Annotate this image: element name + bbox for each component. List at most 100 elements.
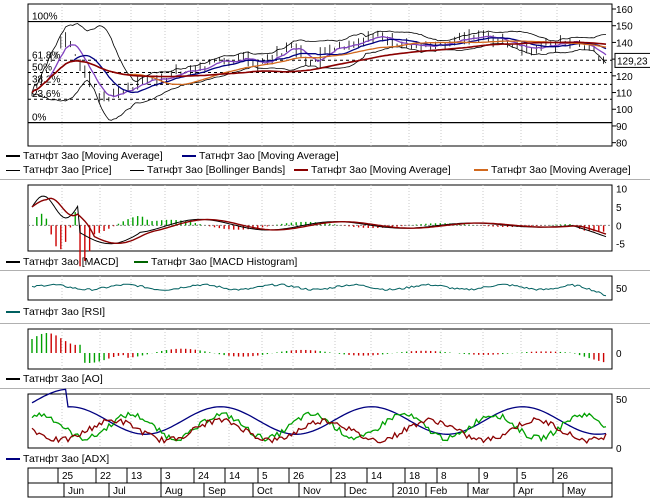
rsi-panel[interactable]: 50 Татнфт 3ао [RSI]: [0, 272, 650, 322]
legend-swatch: [294, 169, 308, 172]
macd-panel[interactable]: 10 5 0 -5 Татнфт 3ао [MACD] Татнфт 3ао [MAC…: [0, 181, 650, 269]
y-tick-label: -5: [616, 240, 625, 251]
day-label: 3: [165, 471, 171, 482]
month-label: Aug: [165, 486, 183, 497]
y-tick-label: 0: [616, 444, 622, 455]
adx-panel[interactable]: 50 0 Татнфт 3ао [ADX]: [0, 388, 650, 466]
day-label: 13: [131, 471, 143, 482]
minus-di-line: [31, 417, 607, 444]
plot-frame: [27, 184, 613, 252]
macd-line: [31, 195, 607, 245]
month-label: 2010: [397, 486, 420, 497]
separator: [0, 179, 650, 180]
legend-label: Татнфт 3ао [Price]: [23, 164, 112, 176]
month-label: Sep: [208, 486, 226, 497]
price-legend: Татнфт 3ао [Moving Average] Татнфт 3ао […: [6, 150, 646, 178]
legend-ma4: Татнфт 3ао [Moving Average]: [474, 164, 631, 176]
time-axis-svg: 25 22 13 3 24 14 5 26 23 14 18 8 9 5 26 Jun Jul Aug Sep Oct…: [27, 467, 613, 498]
y-tick-label: 80: [616, 139, 628, 150]
plot-frame: [27, 328, 613, 370]
legend-label: Татнфт 3ао [MACD]: [23, 256, 119, 268]
y-tick-label: 150: [616, 22, 633, 33]
legend-macd-hist: Татнфт 3ао [MACD Histogram]: [134, 256, 297, 268]
month-label: Mar: [472, 486, 490, 497]
legend-label: Татнфт 3ао [MACD Histogram]: [151, 256, 298, 268]
fib-level-label: 38.2%: [32, 74, 60, 85]
ma-orange: [31, 40, 607, 94]
day-label: 23: [335, 471, 347, 482]
day-label: 22: [100, 471, 112, 482]
price-chart[interactable]: 1601501401301201101009080100%61.8%50%38.…: [0, 0, 650, 178]
legend-label: Татнфт 3ао [Moving Average]: [491, 164, 631, 176]
legend-ma3: Татнфт 3ао [Moving Average]: [294, 164, 451, 176]
separator: [0, 270, 650, 271]
legend-label: Татнфт 3ао [ADX]: [23, 453, 110, 465]
legend-label: Татнфт 3ао [Moving Average]: [311, 164, 451, 176]
price-panel[interactable]: 1601501401301201101009080100%61.8%50%38.…: [0, 0, 650, 178]
ma-dark-blue: [31, 37, 607, 94]
day-label: 8: [441, 471, 447, 482]
legend-bollinger: Татнфт 3ао [Bollinger Bands]: [130, 164, 285, 176]
legend-price: Татнфт 3ао [Price]: [6, 164, 112, 176]
time-axis: 25 22 13 3 24 14 5 26 23 14 18 8 9 5 26 Jun Jul Aug Sep Oct…: [0, 467, 650, 498]
y-tick-label: 50: [616, 395, 628, 406]
ma-dark-red: [31, 41, 607, 94]
legend-swatch: [182, 155, 196, 158]
day-label: 14: [229, 471, 241, 482]
plus-di-line: [31, 411, 607, 443]
separator: [0, 388, 650, 389]
separator: [0, 323, 650, 324]
macd-chart[interactable]: 10 5 0 -5: [0, 181, 650, 269]
y-tick-label: 5: [616, 203, 622, 214]
legend-ma1: Татнфт 3ао [Moving Average]: [6, 150, 163, 162]
y-tick-label: 140: [616, 38, 633, 49]
y-tick-label: 10: [616, 185, 628, 196]
plot-frame: [27, 393, 613, 449]
adx-chart[interactable]: 50 0: [0, 388, 650, 466]
y-tick-label: 50: [616, 284, 628, 295]
y-tick-label: 120: [616, 72, 633, 83]
ao-panel[interactable]: 0 Татнфт 3ао [AO]: [0, 325, 650, 387]
y-tick-label: 90: [616, 122, 628, 133]
legend-label: Татнфт 3ао [Moving Average]: [23, 150, 163, 162]
day-label: 5: [262, 471, 268, 482]
legend-swatch: [474, 169, 488, 172]
month-label: Jun: [68, 486, 84, 497]
day-label: 26: [293, 471, 305, 482]
month-label: Apr: [518, 486, 534, 497]
month-label: Nov: [303, 486, 321, 497]
legend-label: Татнфт 3ао [AO]: [23, 373, 103, 385]
rsi-chart[interactable]: 50: [0, 272, 650, 322]
y-tick-label: 100: [616, 105, 633, 116]
legend-swatch: [6, 261, 20, 264]
plot-frame: [27, 275, 613, 301]
legend-swatch: [134, 261, 148, 264]
month-label: May: [567, 486, 586, 497]
legend-macd: Татнфт 3ао [MACD]: [6, 256, 118, 268]
fib-level-label: 100%: [32, 12, 58, 23]
day-label: 18: [409, 471, 421, 482]
month-label: Feb: [430, 486, 448, 497]
adx-line: [31, 388, 607, 435]
legend-ma2: Татнфт 3ао [Moving Average]: [182, 150, 339, 162]
ao-chart[interactable]: 0: [0, 325, 650, 387]
fib-level-label: 61.8%: [32, 50, 60, 61]
legend-swatch: [6, 378, 20, 381]
bollinger-upper: [31, 23, 607, 93]
legend-swatch: [6, 169, 20, 171]
y-tick-label: 0: [616, 221, 622, 232]
fib-level-label: 23.6%: [32, 89, 60, 100]
fib-level-label: 50%: [32, 62, 52, 73]
day-label: 24: [198, 471, 210, 482]
plot-frame: [27, 3, 613, 147]
legend-label: Татнфт 3ао [Bollinger Bands]: [147, 164, 286, 176]
legend-rsi: Татнфт 3ао [RSI]: [6, 306, 105, 318]
day-label: 26: [557, 471, 569, 482]
legend-swatch: [6, 155, 20, 158]
current-price-label: 129,23: [617, 56, 648, 67]
month-label: Oct: [257, 486, 273, 497]
fib-level-label: 0%: [32, 113, 47, 124]
legend-ao: Татнфт 3ао [AO]: [6, 373, 103, 385]
legend-swatch: [6, 311, 20, 314]
legend-swatch: [130, 169, 144, 171]
